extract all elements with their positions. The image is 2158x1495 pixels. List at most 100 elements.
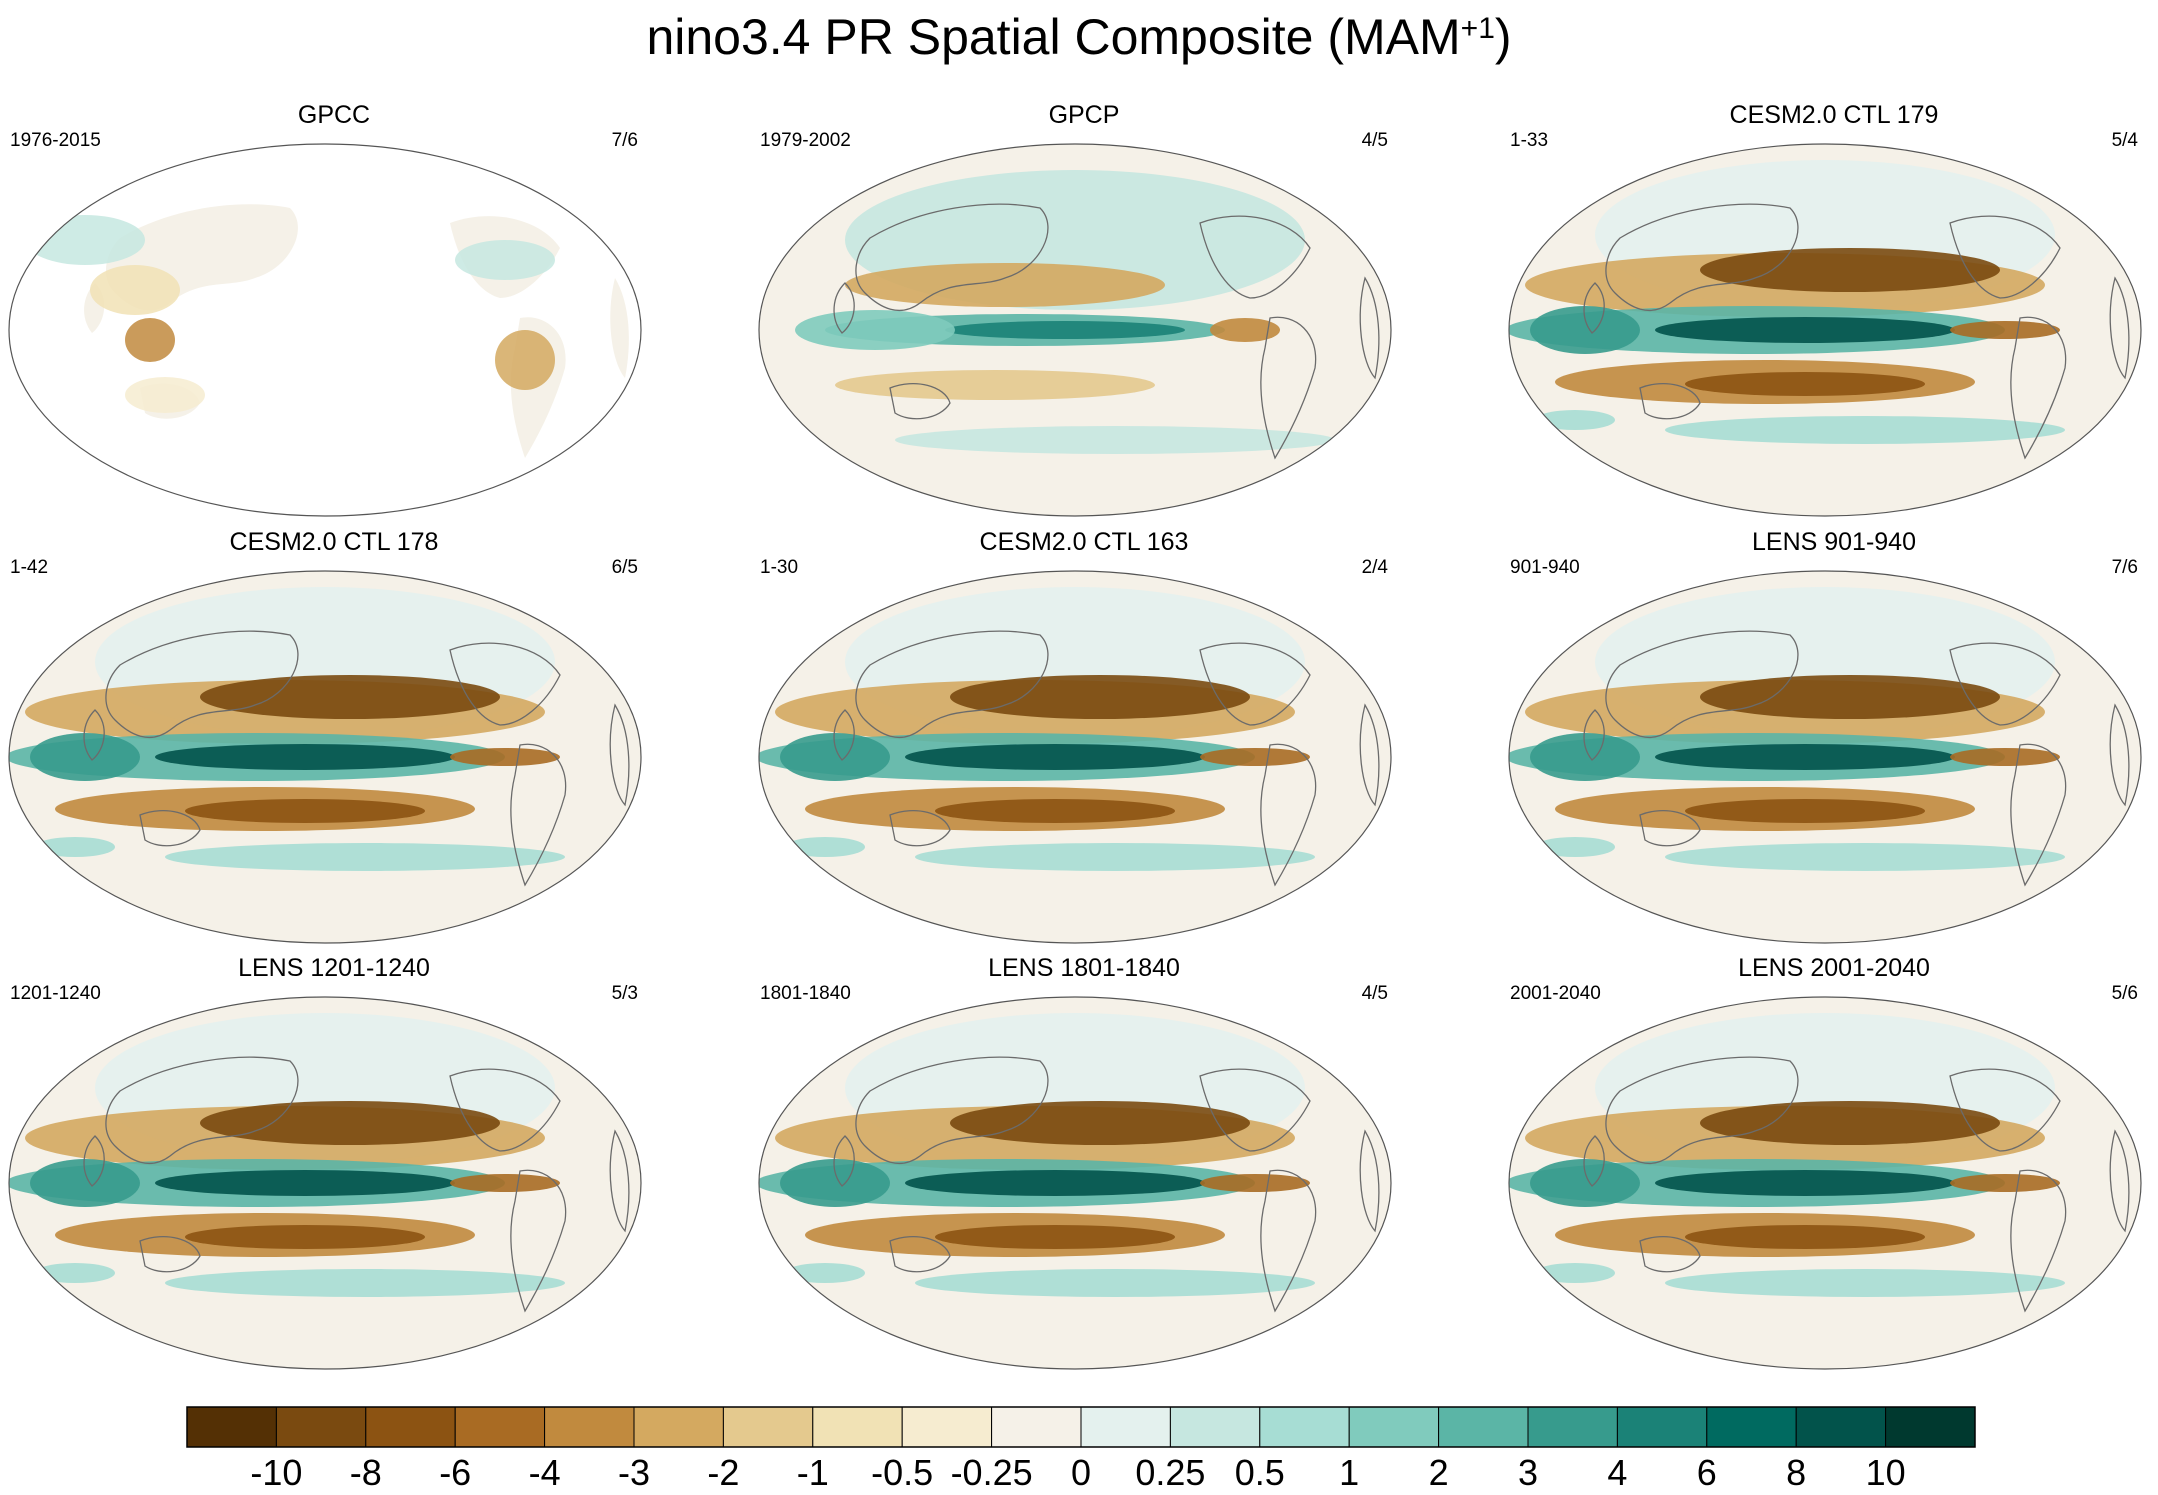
panel-count: 5/4 [2111,130,2138,151]
colorbar-swatch [901,1406,993,1448]
map-border [1508,143,2142,517]
panel-count: 7/6 [2111,557,2138,578]
coastline [2010,316,2067,460]
anomaly-region [450,1174,560,1192]
anomaly-region [1530,306,1640,354]
coastline [2109,703,2130,807]
anomaly-region [935,1225,1175,1249]
anomaly-region [25,215,145,265]
panel-4: CESM2.0 CTL 178 1-42 6/5 [0,527,668,957]
map-plot [8,996,642,1370]
coastline [1583,1135,1605,1187]
colorbar-tick-label: 0.25 [1135,1452,1205,1493]
anomaly-region [165,1269,565,1297]
panel-3: CESM2.0 CTL 179 1-33 5/4 [1500,100,2158,530]
coastline [1949,1068,2061,1152]
anomaly-region [1950,1174,2060,1192]
colorbar-tick-label: -0.25 [951,1452,1033,1493]
anomaly-region [905,1170,1205,1196]
panel-title: LENS 1801-1840 [988,954,1180,982]
panel-5: CESM2.0 CTL 163 1-30 2/4 [750,527,1418,957]
panel-title: CESM2.0 CTL 179 [1729,101,1939,129]
anomaly-region [845,263,1165,307]
map-plot [758,143,1392,517]
colorbar-swatch [365,1406,456,1448]
colorbar: -10 -8 -6 -4 -3 -2 -1 -0.5 -0.25 0 0.25 0.5 1 2 3 4 6 8 10 [186,1406,1976,1493]
coastline [2109,1129,2130,1233]
colorbar-tick-label: -10 [250,1452,302,1493]
coastline [889,1236,951,1273]
coastline [833,1135,855,1187]
coastline [449,642,561,726]
anomaly-region [780,733,890,781]
coastline [1199,1068,1311,1152]
chart-title-close: ) [1494,9,1512,65]
map-border [758,143,1392,517]
panel-title: LENS 2001-2040 [1738,954,1930,982]
anomaly-region [495,330,555,390]
panel-years: 1801-1840 [760,983,851,1004]
anomaly-region [125,377,205,413]
coastline [1199,642,1311,726]
anomaly-region [35,837,115,857]
colorbar-swatch [1795,1406,1887,1448]
coastline [449,1068,561,1152]
anomaly-region [1685,799,1925,823]
panel-count: 4/5 [1361,983,1388,1004]
colorbar-swatch [275,1406,367,1448]
coastline [1583,282,1605,334]
coastline [2109,276,2130,380]
map-plot [1508,143,2142,517]
coastline [1583,709,1605,761]
anomaly-region [785,1263,865,1283]
anomaly-region [1685,1225,1925,1249]
map-plot [1508,570,2142,944]
anomaly-region [200,1101,500,1145]
coastline [2010,743,2067,887]
colorbar-tick-label: 2 [1429,1452,1449,1493]
coastline [609,1129,630,1233]
colorbar-tick-label: 0 [1071,1452,1091,1493]
anomaly-region [935,799,1175,823]
panel-years: 1201-1240 [10,983,101,1004]
chart-title-text: nino3.4 PR Spatial Composite (MAM [646,9,1461,65]
map-plot [1508,996,2142,1370]
anomaly-region [185,799,425,823]
coastline [510,1169,567,1313]
coastline [1359,703,1380,807]
colorbar-swatch [544,1406,635,1448]
coastline [1199,215,1311,299]
coastline [1260,1169,1317,1313]
colorbar-tick-label: -8 [350,1452,382,1493]
map-border [8,143,642,517]
anomaly-region [795,310,955,350]
coastline [139,1236,201,1273]
coastline [889,383,951,420]
anomaly-region [915,1269,1315,1297]
colorbar-tick-label: 8 [1786,1452,1806,1493]
colorbar-swatch [1616,1406,1708,1448]
coastline [1359,1129,1380,1233]
anomaly-region [1200,1174,1310,1192]
anomaly-region [1700,675,2000,719]
anomaly-region [35,1263,115,1283]
map-border [8,996,642,1370]
anomaly-region [450,748,560,766]
colorbar-tick-label: 6 [1697,1452,1717,1493]
map-plot [8,143,642,517]
anomaly-region [1210,318,1280,342]
anomaly-region [90,265,180,315]
coastline [1359,276,1380,380]
panel-2: GPCP 1979-2002 4/5 [750,100,1418,530]
anomaly-region [30,733,140,781]
anomaly-region [155,1170,455,1196]
colorbar-tick-label: 1 [1339,1452,1359,1493]
anomaly-region [1665,1269,2065,1297]
map-border [758,996,1392,1370]
chart-title: nino3.4 PR Spatial Composite (MAM+1) [0,8,2158,66]
anomaly-region [1530,1159,1640,1207]
coastline [1605,203,1799,312]
panel-8: LENS 1801-1840 1801-1840 4/5 [750,953,1418,1383]
colorbar-swatch [1706,1406,1797,1448]
coastline [1260,316,1317,460]
